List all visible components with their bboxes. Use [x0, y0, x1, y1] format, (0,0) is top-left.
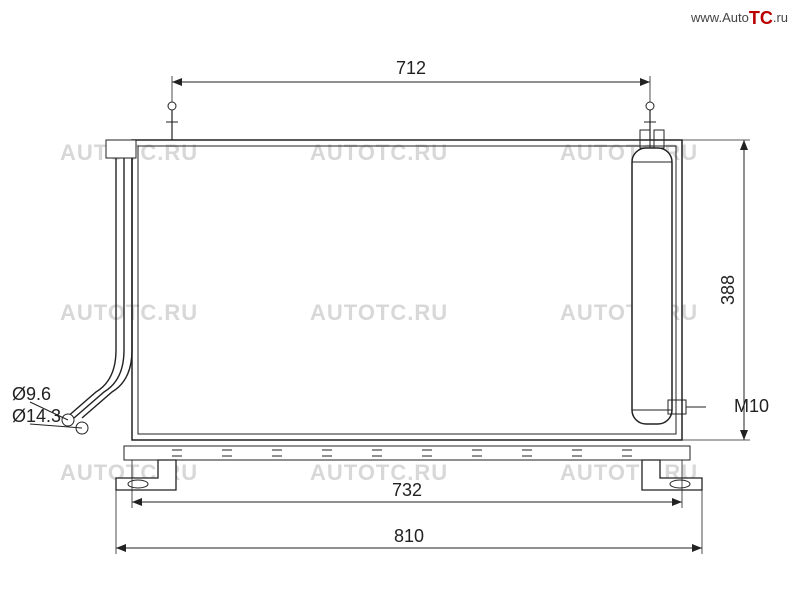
technical-drawing: M10 Ø9.6Ø14.3 712 388 732 810	[0, 0, 800, 600]
svg-text:732: 732	[392, 480, 422, 500]
svg-text:Ø14.3: Ø14.3	[12, 406, 61, 426]
svg-text:388: 388	[718, 275, 738, 305]
svg-text:810: 810	[394, 526, 424, 546]
diagram-canvas: AUTOTC.RUAUTOTC.RUAUTOTC.RUAUTOTC.RUAUTO…	[0, 0, 800, 600]
logo-highlight: TC	[749, 8, 773, 28]
logo-prefix: www.Auto	[691, 10, 749, 25]
site-logo: www.AutoTC.ru	[691, 8, 788, 29]
svg-text:712: 712	[396, 58, 426, 78]
svg-text:M10: M10	[734, 396, 769, 416]
svg-text:Ø9.6: Ø9.6	[12, 384, 51, 404]
logo-suffix: .ru	[773, 10, 788, 25]
